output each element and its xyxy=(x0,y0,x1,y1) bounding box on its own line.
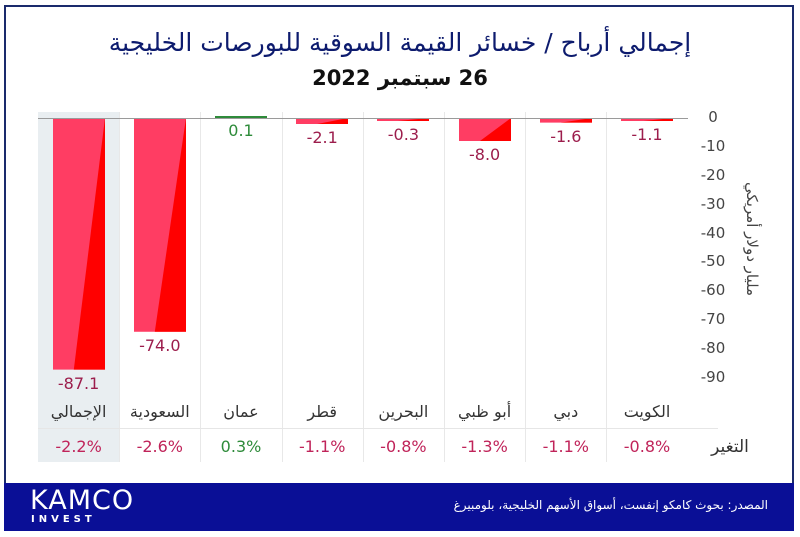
y-tick-label: -50 xyxy=(700,252,726,271)
y-tick-label: -90 xyxy=(700,368,726,386)
change-row-divider xyxy=(38,428,718,429)
y-tick-label: -80 xyxy=(700,339,726,358)
bar-4 xyxy=(377,118,430,121)
value-label: -74.0 xyxy=(139,335,181,355)
category-label: قطر xyxy=(307,402,337,421)
kamco-logo-subtitle: INVEST xyxy=(31,514,96,525)
category-label: عمان xyxy=(223,402,259,421)
bar-3 xyxy=(296,118,349,125)
y-tick-label: 0 xyxy=(708,108,718,126)
value-label: -0.3 xyxy=(387,125,419,144)
column-divider xyxy=(200,112,202,462)
category-label: الكويت xyxy=(623,402,671,421)
source-note: المصدر: بحوث كامكو إنفست، أسواق الأسهم ا… xyxy=(453,498,768,512)
bar-5 xyxy=(458,118,511,142)
category-label: السعودية xyxy=(129,402,190,421)
change-pct-label: -1.1% xyxy=(298,437,346,456)
y-tick-label: -60 xyxy=(700,281,726,300)
bar-0 xyxy=(52,118,105,370)
category-label: أبو ظبي xyxy=(458,402,512,421)
change-pct-label: -0.8% xyxy=(380,437,427,456)
chart-subtitle: 26 سبتمبر 2022 xyxy=(312,66,488,90)
column-divider xyxy=(119,112,121,462)
kamco-logo: KAMCO xyxy=(30,485,135,516)
bar-1 xyxy=(133,118,186,332)
y-tick-label: -40 xyxy=(700,223,726,242)
zero-axis-line xyxy=(38,118,688,119)
category-label: دبي xyxy=(553,402,579,421)
chart-title: إجمالي أرباح / خسائر القيمة السوقية للبو… xyxy=(108,28,692,57)
change-row-label: التغير xyxy=(711,437,749,457)
bar-7 xyxy=(621,118,673,122)
y-tick-label: -70 xyxy=(700,310,726,329)
change-pct-label: -2.2% xyxy=(55,437,102,456)
bar-6 xyxy=(539,118,592,123)
change-pct-label: 0.3% xyxy=(220,437,262,456)
column-divider xyxy=(362,112,364,462)
change-pct-label: -2.6% xyxy=(136,437,183,456)
y-axis-title-text: مليار دولار أمريكي xyxy=(743,181,761,297)
bar-2 xyxy=(215,116,267,118)
change-pct-label: -1.3% xyxy=(461,437,508,456)
value-label: -1.1 xyxy=(631,125,663,145)
column-divider xyxy=(606,112,608,462)
category-label: البحرين xyxy=(378,402,429,421)
footer-bar: KAMCO INVEST المصدر: بحوث كامكو إنفست، أ… xyxy=(4,483,794,531)
value-label: -87.1 xyxy=(57,373,100,393)
value-label: 0.1 xyxy=(228,121,254,140)
y-tick-label: -20 xyxy=(700,165,726,184)
y-tick-label: -30 xyxy=(700,194,726,213)
column-divider xyxy=(281,112,283,462)
y-tick-label: -10 xyxy=(700,136,726,155)
value-label: -8.0 xyxy=(468,145,501,165)
value-label: -2.1 xyxy=(306,128,338,148)
change-pct-label: -0.8% xyxy=(623,437,671,456)
category-label: الإجمالي xyxy=(50,402,107,421)
change-pct-label: -1.1% xyxy=(542,437,589,456)
column-divider xyxy=(525,112,527,462)
column-divider xyxy=(444,112,445,462)
value-label: -1.6 xyxy=(550,126,582,146)
